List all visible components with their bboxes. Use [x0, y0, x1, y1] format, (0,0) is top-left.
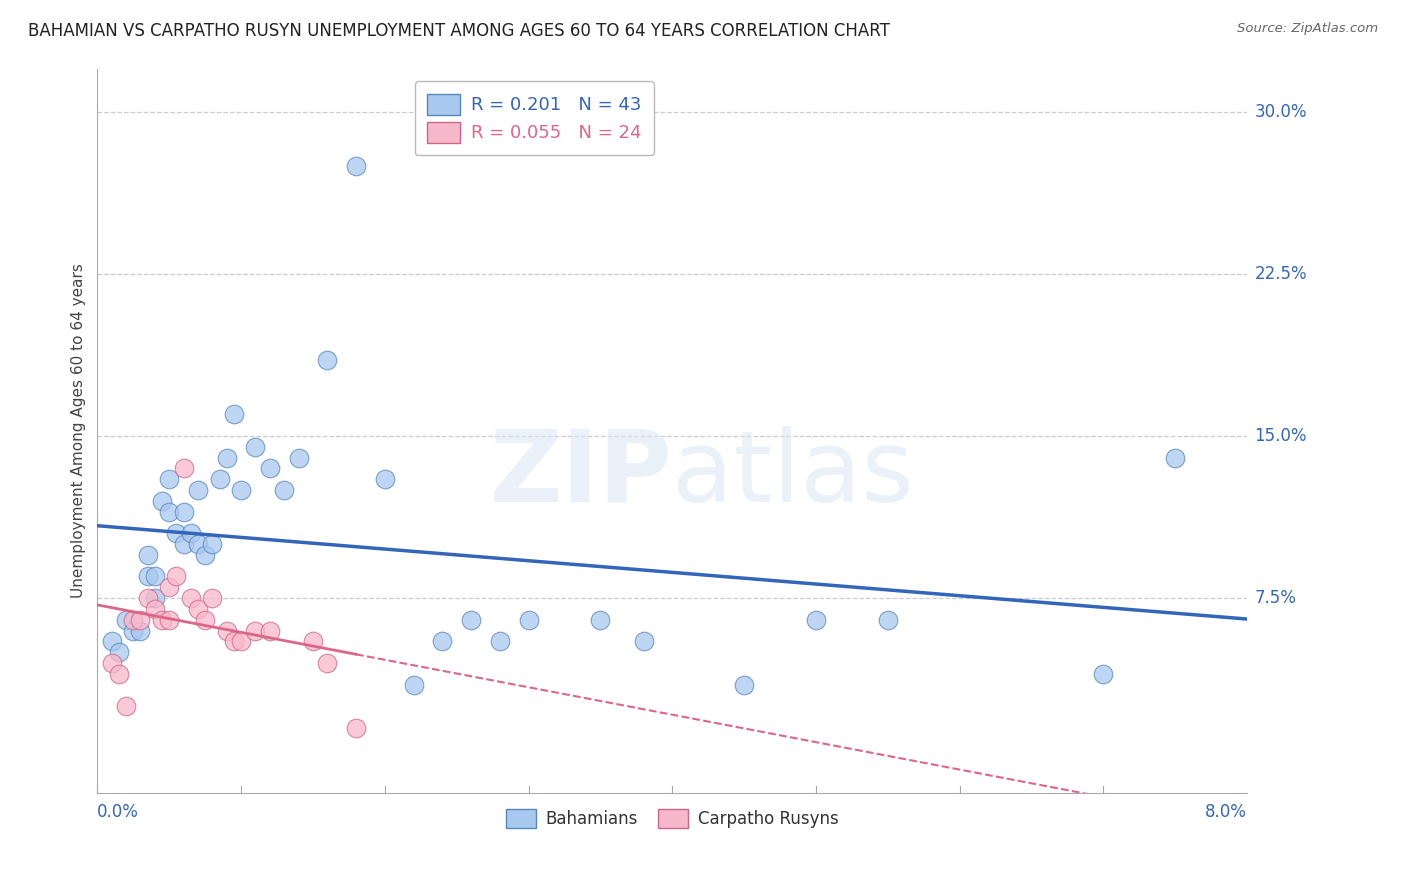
Point [187, 483, 209, 497]
Point [208, 472, 231, 486]
Point [129, 624, 152, 638]
Point [157, 613, 180, 627]
Point [201, 591, 224, 606]
Point [122, 624, 145, 638]
Point [259, 624, 281, 638]
Point [108, 666, 131, 681]
Point [589, 613, 612, 627]
Text: Source: ZipAtlas.com: Source: ZipAtlas.com [1237, 22, 1378, 36]
Point [180, 591, 202, 606]
Text: 8.0%: 8.0% [1205, 804, 1247, 822]
Point [108, 645, 131, 659]
Point [115, 613, 138, 627]
Legend: Bahamians, Carpatho Rusyns: Bahamians, Carpatho Rusyns [499, 803, 845, 835]
Text: 0.0%: 0.0% [97, 804, 139, 822]
Point [215, 450, 238, 465]
Point [733, 677, 755, 691]
Point [316, 656, 339, 670]
Point [187, 602, 209, 616]
Point [222, 634, 245, 648]
Point [273, 483, 295, 497]
Point [100, 634, 122, 648]
Text: ZIP: ZIP [489, 425, 672, 523]
Point [245, 624, 267, 638]
Point [229, 634, 252, 648]
Point [201, 537, 224, 551]
Point [259, 461, 281, 475]
Point [173, 537, 195, 551]
Point [194, 548, 217, 562]
Point [157, 472, 180, 486]
Point [222, 408, 245, 422]
Point [302, 634, 325, 648]
Text: 22.5%: 22.5% [1254, 265, 1308, 283]
Point [215, 624, 238, 638]
Point [245, 440, 267, 454]
Point [157, 505, 180, 519]
Point [173, 461, 195, 475]
Point [1164, 450, 1187, 465]
Text: 7.5%: 7.5% [1254, 589, 1296, 607]
Point [180, 526, 202, 541]
Point [136, 548, 159, 562]
Point [517, 613, 540, 627]
Text: atlas: atlas [672, 425, 914, 523]
Point [165, 526, 187, 541]
Point [316, 353, 339, 368]
Point [402, 677, 425, 691]
Point [633, 634, 655, 648]
Point [804, 613, 827, 627]
Point [122, 613, 145, 627]
Point [100, 656, 122, 670]
Point [229, 483, 252, 497]
Point [165, 569, 187, 583]
Point [136, 591, 159, 606]
Point [143, 569, 166, 583]
Point [157, 580, 180, 594]
Text: 30.0%: 30.0% [1254, 103, 1308, 120]
Point [143, 602, 166, 616]
Point [150, 613, 173, 627]
Point [488, 634, 510, 648]
Point [344, 721, 367, 735]
Point [1092, 666, 1115, 681]
Point [344, 159, 367, 173]
Point [150, 493, 173, 508]
Point [136, 569, 159, 583]
Point [876, 613, 898, 627]
Y-axis label: Unemployment Among Ages 60 to 64 years: Unemployment Among Ages 60 to 64 years [72, 263, 86, 598]
Point [143, 591, 166, 606]
Point [115, 699, 138, 714]
Point [287, 450, 309, 465]
Point [374, 472, 396, 486]
Point [432, 634, 454, 648]
Point [460, 613, 482, 627]
Text: BAHAMIAN VS CARPATHO RUSYN UNEMPLOYMENT AMONG AGES 60 TO 64 YEARS CORRELATION CH: BAHAMIAN VS CARPATHO RUSYN UNEMPLOYMENT … [28, 22, 890, 40]
Point [187, 537, 209, 551]
Point [194, 613, 217, 627]
Point [173, 505, 195, 519]
Text: 15.0%: 15.0% [1254, 427, 1308, 445]
Point [129, 613, 152, 627]
